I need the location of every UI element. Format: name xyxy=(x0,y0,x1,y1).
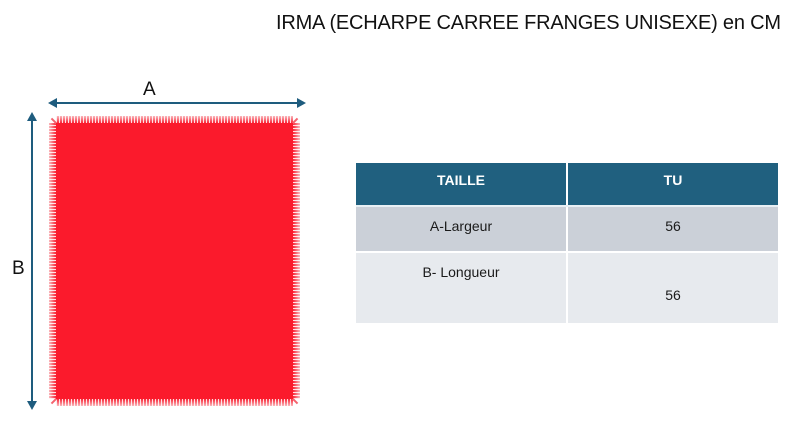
column-header-tu: TU xyxy=(663,172,683,188)
scarf-fringe-bottom xyxy=(56,399,293,406)
width-dimension-label: A xyxy=(143,79,156,100)
row-label-longueur: B- Longueur xyxy=(356,253,568,323)
height-dimension-arrow xyxy=(27,112,37,410)
size-table: TAILLE TU A-Largeur 56 B- Longueur 56 xyxy=(356,163,778,323)
page-title: IRMA (ECHARPE CARREE FRANGES UNISEXE) en… xyxy=(276,12,781,34)
scarf-fringe-top xyxy=(56,116,293,123)
table-row-largeur: A-Largeur 56 xyxy=(356,207,778,253)
scarf-diagram xyxy=(49,116,300,406)
scarf-fringe-left xyxy=(49,123,56,399)
column-header-taille: TAILLE xyxy=(356,163,568,205)
row-label-largeur: A-Largeur xyxy=(356,207,568,251)
table-row-longueur: B- Longueur 56 xyxy=(356,253,778,323)
height-dimension-label: B xyxy=(12,258,25,279)
table-header-row: TAILLE TU xyxy=(356,163,778,207)
width-dimension-arrow xyxy=(48,98,306,108)
scarf-body xyxy=(56,123,293,399)
scarf-fringe-right xyxy=(293,123,300,399)
row-value-largeur: 56 xyxy=(665,218,681,234)
row-value-longueur: 56 xyxy=(665,287,681,303)
